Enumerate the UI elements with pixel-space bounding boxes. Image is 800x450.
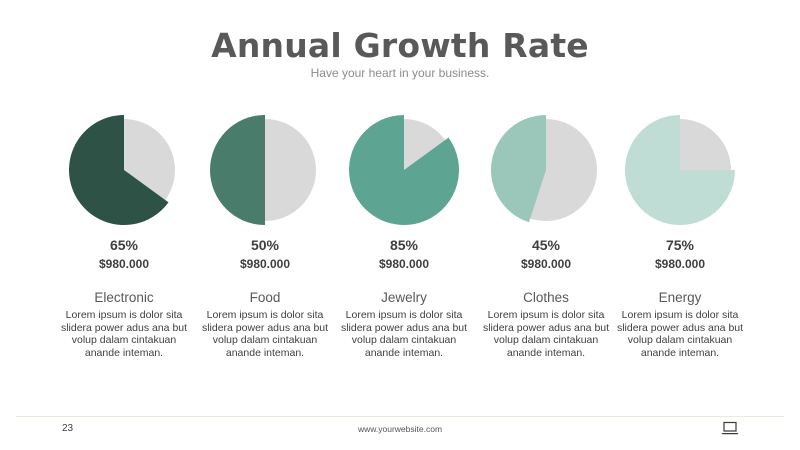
description-electronic: Lorem ipsum is dolor sita slidera power … (60, 309, 188, 359)
page-title: Annual Growth Rate (211, 26, 589, 65)
amount-label-jewelry: $980.000 (378, 257, 430, 271)
percent-label-energy: 75% (665, 237, 695, 253)
pie-remainder-food (214, 119, 316, 221)
pie-remainder-jewelry (353, 119, 455, 221)
laptop-icon (721, 421, 739, 435)
amount-label-energy: $980.000 (654, 257, 706, 271)
percent-label-clothes: 45% (531, 237, 561, 253)
pie-slice-energy (625, 115, 735, 225)
footer-divider (16, 416, 784, 417)
description-food: Lorem ipsum is dolor sita slidera power … (201, 309, 329, 359)
category-label-electronic: Electronic (94, 290, 154, 305)
description-clothes: Lorem ipsum is dolor sita slidera power … (482, 309, 610, 359)
category-label-energy: Energy (658, 290, 702, 305)
percent-label-electronic: 65% (109, 237, 139, 253)
category-label-jewelry: Jewelry (381, 290, 427, 305)
category-label-food: Food (249, 290, 281, 305)
page-subtitle: Have your heart in your business. (310, 66, 490, 80)
amount-label-clothes: $980.000 (520, 257, 572, 271)
pie-slice-electronic (69, 115, 169, 225)
percent-label-jewelry: 85% (389, 237, 419, 253)
description-energy: Lorem ipsum is dolor sita slidera power … (616, 309, 744, 359)
description-jewelry: Lorem ipsum is dolor sita slidera power … (340, 309, 468, 359)
pie-remainder-electronic (73, 119, 175, 221)
category-label-clothes: Clothes (523, 290, 569, 305)
page-number: 23 (62, 423, 74, 434)
pie-remainder-clothes (495, 119, 597, 221)
website-link[interactable]: www.yourwebsite.com (357, 424, 443, 434)
percent-label-food: 50% (250, 237, 280, 253)
pie-slice-food (210, 115, 265, 225)
pie-slice-clothes (490, 115, 546, 223)
pie-slice-jewelry (349, 115, 460, 225)
amount-label-food: $980.000 (239, 257, 291, 271)
amount-label-electronic: $980.000 (98, 257, 150, 271)
pie-remainder-energy (629, 119, 731, 221)
